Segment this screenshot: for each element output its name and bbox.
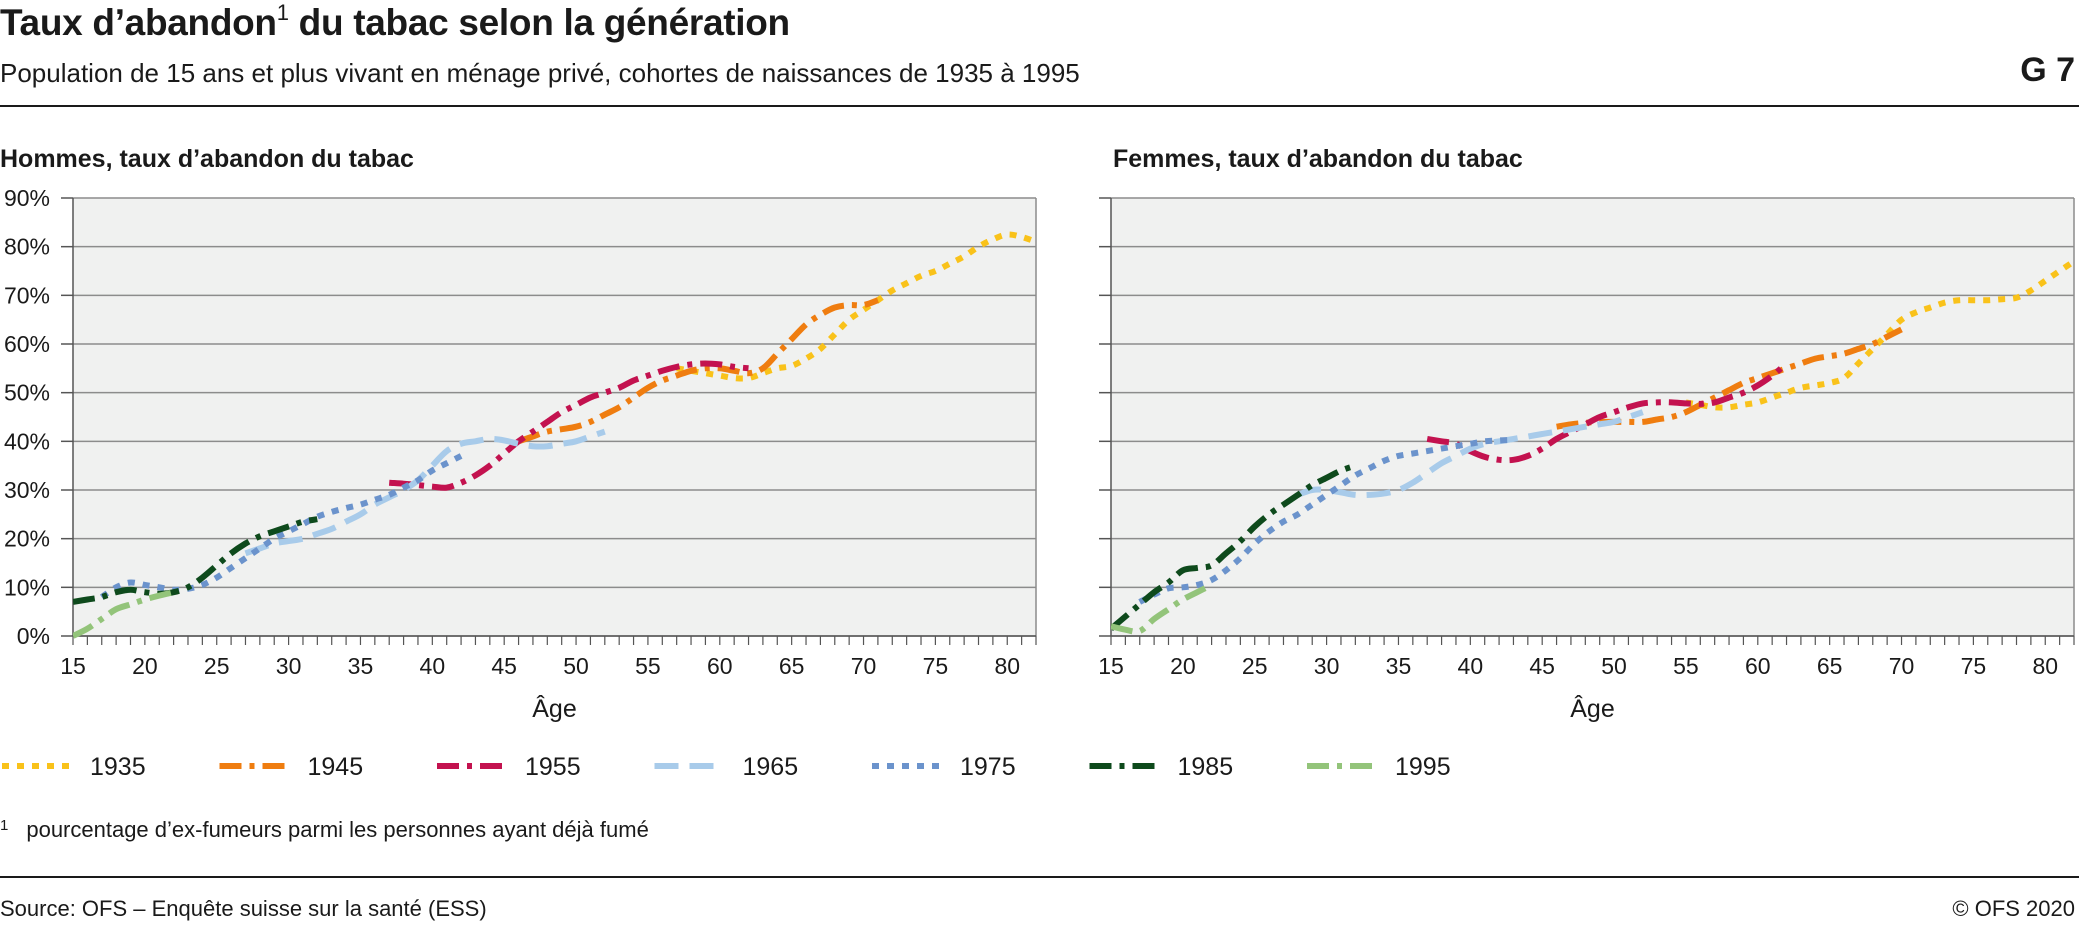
legend-label-1955: 1955 (525, 753, 581, 781)
footnote-marker: 1 (0, 817, 9, 834)
x-tick-label: 65 (1817, 653, 1843, 679)
x-axis-label: Âge (532, 694, 576, 723)
x-tick-label: 25 (204, 653, 230, 679)
x-tick-label: 75 (1961, 653, 1987, 679)
panel-title: Hommes, taux d’abandon du tabac (0, 145, 414, 173)
x-tick-label: 65 (779, 653, 805, 679)
series-line-1975 (99, 453, 463, 600)
chart-title: Taux d’abandon1 du tabac selon la généra… (0, 0, 790, 46)
series-line-1965 (244, 428, 606, 557)
x-tick-label: 60 (707, 653, 733, 679)
legend-label-1985: 1985 (1178, 753, 1234, 781)
x-tick-label: 70 (851, 653, 877, 679)
copyright: © OFS 2020 (1952, 896, 2075, 921)
footnote-text: pourcentage d’ex-fumeurs parmi les perso… (26, 817, 649, 842)
series-line-1985 (1111, 462, 1357, 632)
y-tick-label: 30% (4, 477, 50, 503)
y-tick-label: 70% (4, 282, 50, 308)
y-tick-label: 40% (4, 428, 50, 454)
chart-panel-hommes: Hommes, taux d’abandon du tabac 0% 10% 20% 3… (0, 145, 1037, 723)
legend-label-1965: 1965 (743, 753, 799, 781)
y-tick-label: 80% (4, 234, 50, 260)
y-tick-label: 50% (4, 380, 50, 406)
x-tick-label: 30 (1314, 653, 1340, 679)
x-tick-label: 50 (563, 653, 589, 679)
title-footnote-marker: 1 (276, 0, 289, 25)
x-tick-label: 25 (1242, 653, 1268, 679)
x-tick-label: 50 (1601, 653, 1627, 679)
title-text-rest: du tabac selon la génération (288, 2, 791, 43)
y-tick-label: 90% (4, 185, 50, 211)
x-tick-label: 45 (1529, 653, 1555, 679)
top-rule (0, 105, 2079, 107)
x-tick-label: 70 (1889, 653, 1915, 679)
x-tick-label: 20 (132, 653, 158, 679)
series-line-1955 (388, 360, 749, 491)
y-tick-label: 10% (4, 574, 50, 600)
bottom-rule (0, 876, 2079, 878)
series-line-1975 (1138, 436, 1514, 605)
x-tick-label: 30 (276, 653, 302, 679)
x-tick-label: 80 (2032, 653, 2058, 679)
legend-label-1935: 1935 (90, 753, 146, 781)
legend-label-1975: 1975 (960, 753, 1016, 781)
series-line-1945 (517, 297, 879, 445)
x-tick-label: 35 (348, 653, 374, 679)
y-tick-label: 20% (4, 526, 50, 552)
legend: 1935 1945 1955 1965 1975 1985 1995 (2, 753, 1451, 781)
series-line-1955 (1426, 361, 1789, 464)
series-line-1965 (1296, 409, 1644, 499)
x-tick-label: 45 (491, 653, 517, 679)
x-tick-label: 55 (635, 653, 661, 679)
footnote: 1 pourcentage d’ex-fumeurs parmi les pers… (0, 812, 649, 844)
x-tick-label: 35 (1386, 653, 1412, 679)
plot-area (1111, 198, 2074, 636)
y-tick-label: 0% (17, 623, 50, 649)
y-tick-label: 60% (4, 331, 50, 357)
series-line-1935 (676, 231, 1036, 382)
x-tick-label: 15 (1098, 653, 1124, 679)
x-tick-label: 15 (60, 653, 86, 679)
charts-canvas: Hommes, taux d’abandon du tabac 0% 10% 20% 3… (0, 145, 2075, 781)
legend-label-1995: 1995 (1395, 753, 1451, 781)
figure-number: G 7 (2020, 51, 2075, 89)
series-line-1985 (73, 516, 318, 605)
series-line-1995 (73, 589, 175, 639)
x-tick-label: 75 (923, 653, 949, 679)
x-tick-label: 40 (1458, 653, 1484, 679)
x-tick-label: 80 (994, 653, 1020, 679)
legend-label-1945: 1945 (308, 753, 364, 781)
series-line-1935 (1685, 258, 2074, 411)
x-axis-label: Âge (1570, 694, 1614, 723)
x-tick-label: 20 (1170, 653, 1196, 679)
source-note: Source: OFS – Enquête suisse sur la sant… (0, 896, 487, 921)
panel-title: Femmes, taux d’abandon du tabac (1113, 145, 1523, 173)
chart-subtitle: Population de 15 ans et plus vivant en m… (0, 58, 1080, 88)
title-text: Taux d’abandon (0, 2, 277, 43)
chart-panel-femmes: Femmes, taux d’abandon du tabac 15 20 25 30 3… (1098, 145, 2075, 723)
x-tick-label: 60 (1745, 653, 1771, 679)
x-tick-label: 55 (1673, 653, 1699, 679)
series-line-1995 (1111, 582, 1213, 635)
x-tick-label: 40 (420, 653, 446, 679)
